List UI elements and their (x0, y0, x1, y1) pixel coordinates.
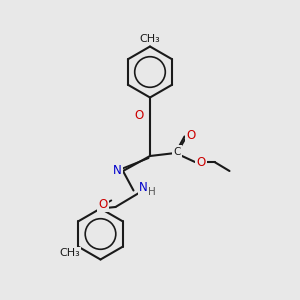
Text: O: O (196, 155, 206, 169)
Text: H: H (148, 187, 156, 197)
Text: CH₃: CH₃ (140, 34, 160, 44)
Text: CH₃: CH₃ (59, 248, 80, 258)
Text: O: O (134, 109, 143, 122)
Text: N: N (113, 164, 122, 178)
Text: N: N (139, 181, 148, 194)
Text: O: O (187, 128, 196, 142)
Text: C: C (173, 146, 181, 157)
Text: O: O (98, 197, 107, 211)
